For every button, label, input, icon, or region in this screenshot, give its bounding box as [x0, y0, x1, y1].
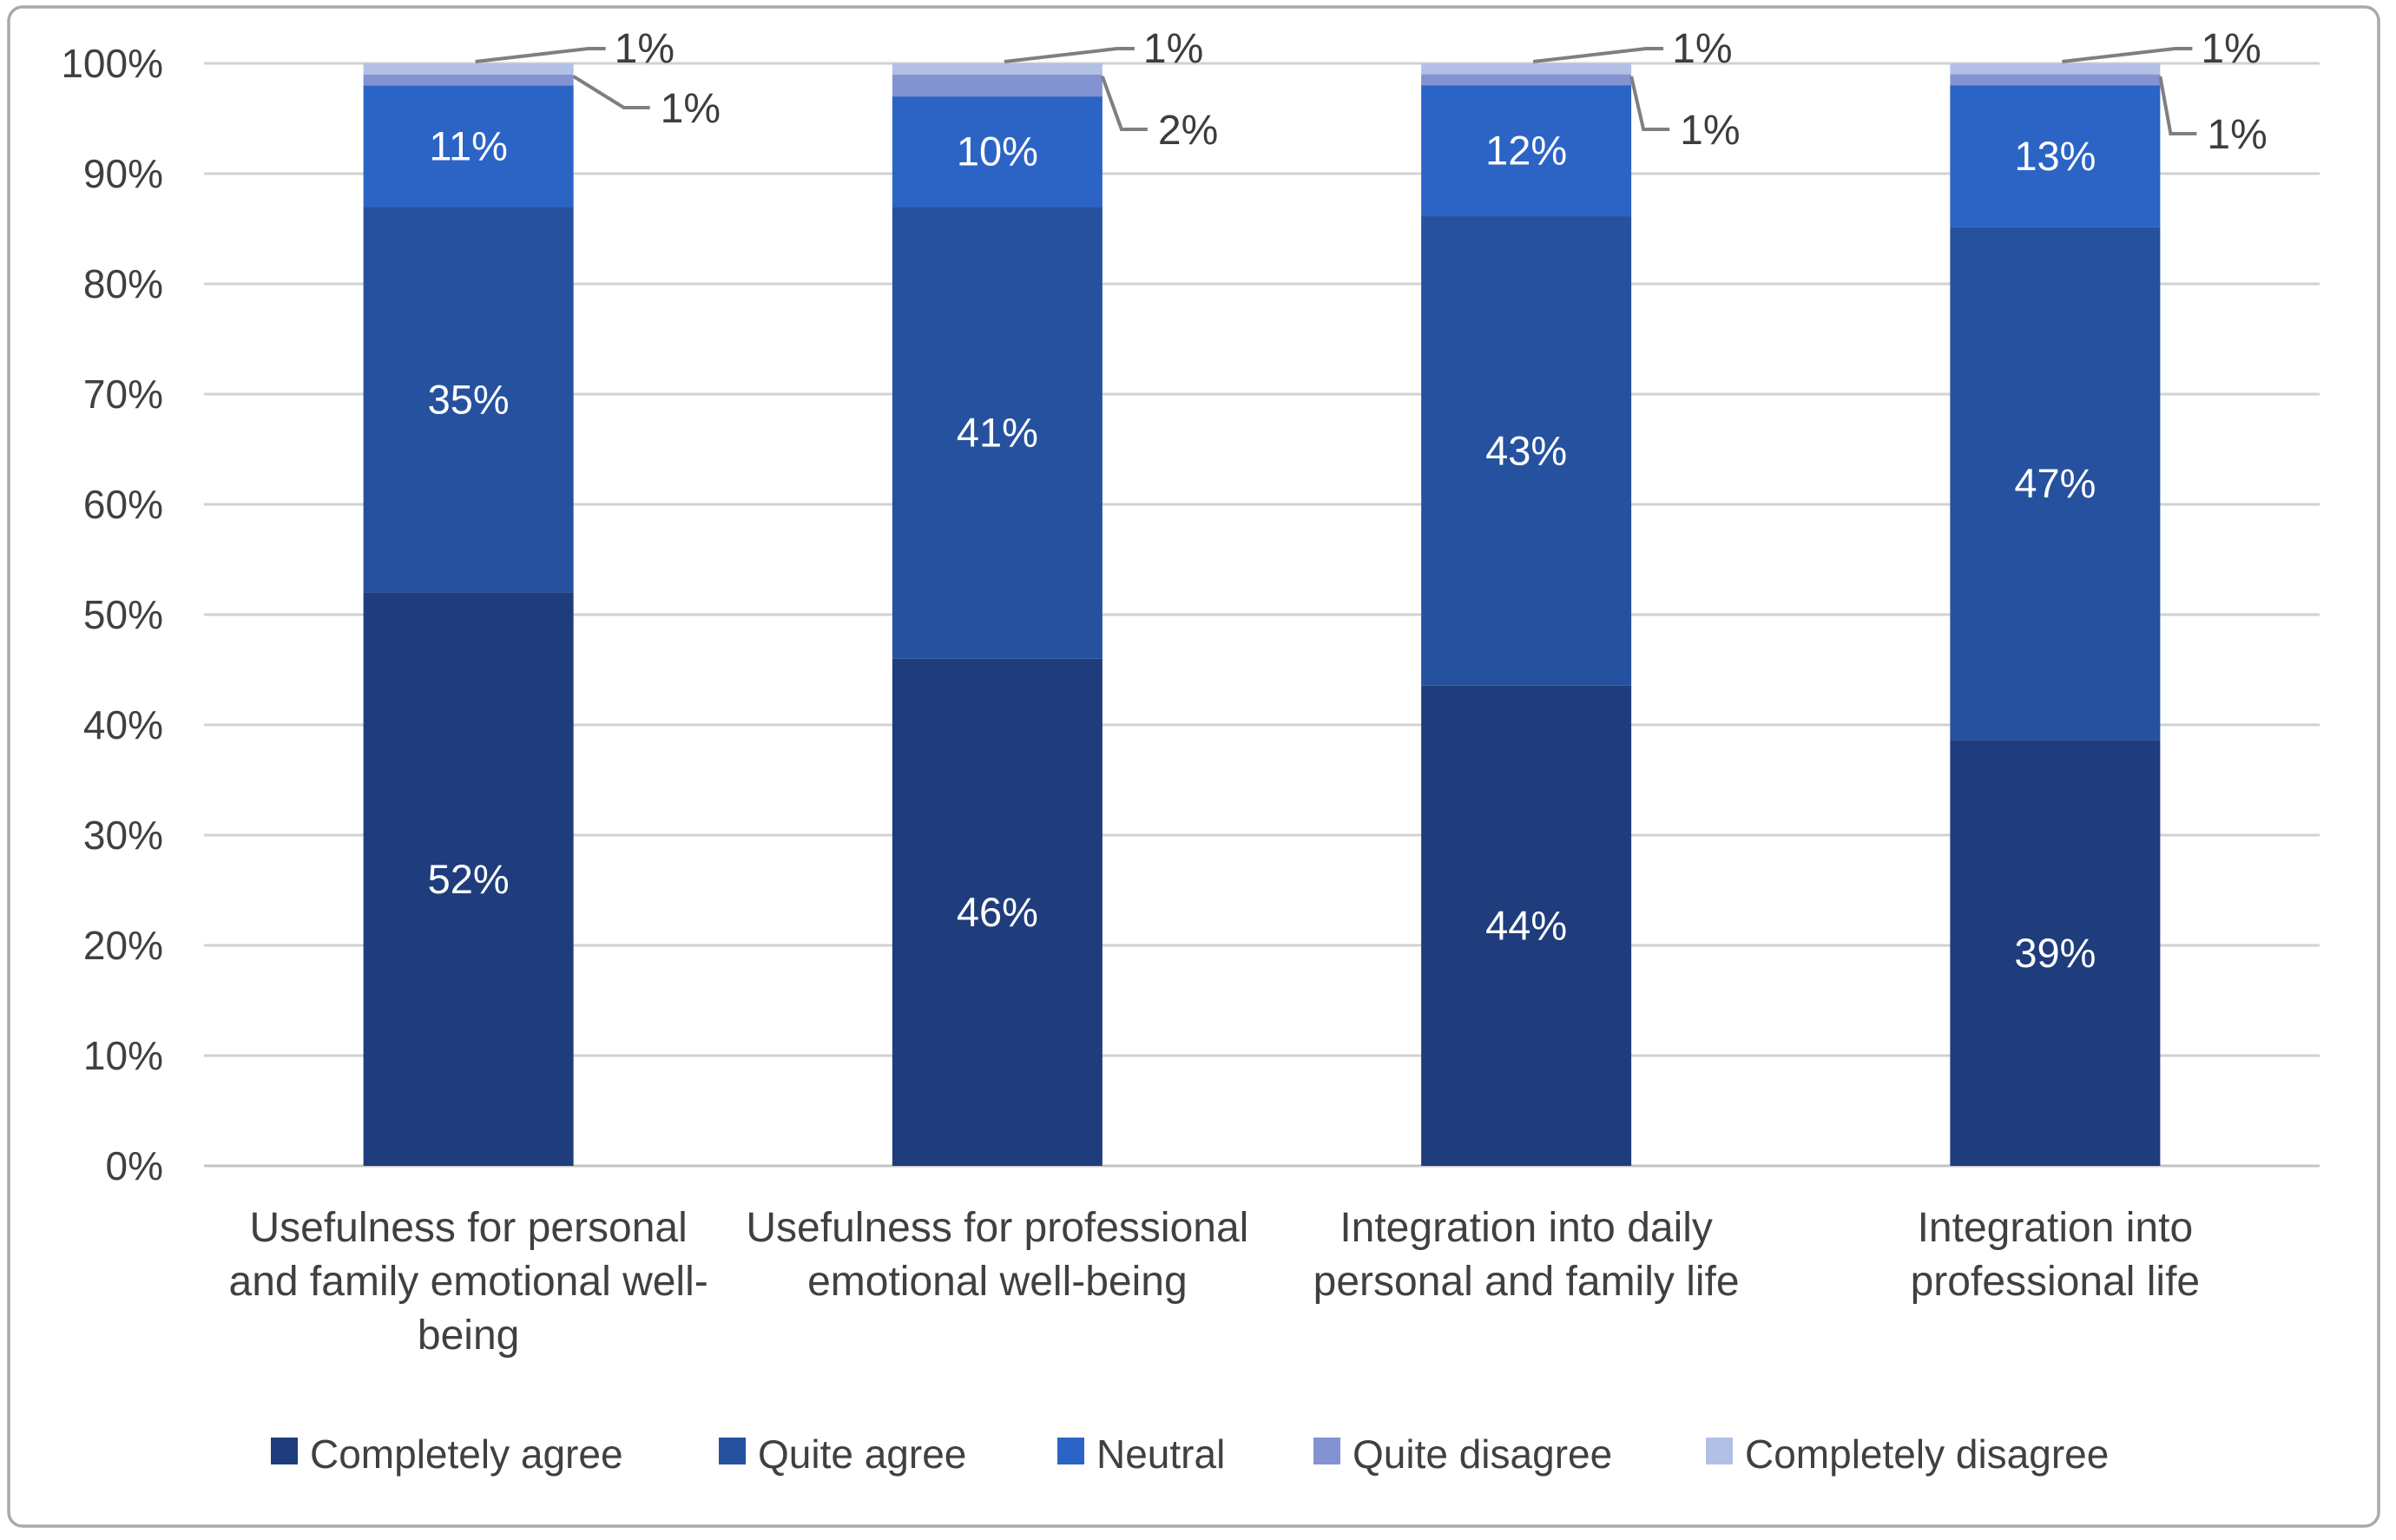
bar-segment-completely-disagree	[363, 63, 574, 75]
callout-label-completely-disagree: 1%	[2201, 26, 2261, 72]
callout-leader-quite-disagree	[2158, 76, 2197, 135]
callout-leader-completely-disagree	[1532, 47, 1664, 63]
callout-label-quite-disagree: 1%	[2207, 112, 2267, 158]
y-axis-tick-label: 70%	[83, 372, 163, 417]
x-axis-category-label: emotional well-being	[807, 1259, 1188, 1305]
bar-segment-completely-disagree	[1421, 63, 1632, 75]
legend-label-completely-agree: Completely agree	[310, 1431, 623, 1477]
x-axis-category-label: Integration into	[1918, 1205, 2194, 1251]
bar-segment-completely-agree	[892, 658, 1103, 1166]
y-axis-tick-label: 90%	[83, 151, 163, 196]
y-axis-tick-label: 60%	[83, 482, 163, 527]
x-axis-category-label: Usefulness for personal	[249, 1205, 687, 1251]
legend-swatch-quite-disagree	[1313, 1438, 1340, 1464]
callout-label-completely-disagree: 1%	[615, 26, 675, 72]
x-axis-category-label: being	[418, 1313, 519, 1359]
bar-data-label: 46%	[957, 889, 1038, 935]
y-axis-tick-label: 10%	[83, 1033, 163, 1078]
legend-swatch-quite-agree	[719, 1438, 746, 1464]
callout-leader-completely-disagree	[2062, 47, 2193, 63]
x-axis-category-label: personal and family life	[1313, 1259, 1740, 1305]
bar-data-label: 11%	[429, 122, 508, 168]
bar-segment-completely-agree	[1421, 685, 1632, 1166]
y-axis-tick-label: 80%	[83, 261, 163, 306]
callout-leader-completely-disagree	[475, 47, 606, 63]
y-axis-tick-label: 30%	[83, 813, 163, 858]
legend-swatch-completely-disagree	[1706, 1438, 1733, 1464]
bar-data-label: 52%	[428, 856, 510, 902]
bar-segment-neutral	[1950, 85, 2161, 227]
callout-leader-quite-disagree	[1629, 76, 1670, 131]
bar-segment-quite-agree	[1950, 227, 2161, 740]
bar-segment-quite-disagree	[1421, 74, 1632, 86]
bar-data-label: 47%	[2014, 460, 2096, 506]
bar-segment-neutral	[363, 85, 574, 207]
x-axis-category-label: Integration into daily	[1340, 1205, 1713, 1251]
y-axis-tick-label: 40%	[83, 702, 163, 747]
callout-label-quite-disagree: 2%	[1158, 108, 1218, 154]
bar-segment-quite-disagree	[363, 74, 574, 86]
bar-segment-quite-agree	[892, 207, 1103, 659]
bar-data-label: 35%	[428, 376, 510, 422]
callout-leader-completely-disagree	[1004, 47, 1135, 63]
bar-segment-quite-disagree	[1950, 74, 2161, 86]
bar-data-label: 41%	[957, 409, 1038, 455]
callout-label-quite-disagree: 1%	[661, 86, 721, 132]
y-axis-tick-label: 0%	[106, 1143, 163, 1188]
y-axis-tick-label: 50%	[83, 592, 163, 637]
bar-segment-completely-disagree	[892, 63, 1103, 75]
bar-data-label: 12%	[1485, 128, 1567, 174]
legend-label-neutral: Neutral	[1096, 1431, 1225, 1477]
legend-swatch-completely-agree	[271, 1438, 298, 1464]
legend-label-quite-agree: Quite agree	[758, 1431, 966, 1477]
legend-label-completely-disagree: Completely disagree	[1745, 1431, 2109, 1477]
y-axis-tick-label: 100%	[61, 41, 163, 86]
bar-segment-quite-disagree	[892, 74, 1103, 97]
bar-segment-quite-agree	[363, 207, 574, 593]
legend-swatch-neutral	[1057, 1438, 1084, 1464]
callout-label-completely-disagree: 1%	[1672, 26, 1732, 72]
bar-segment-completely-disagree	[1950, 63, 2161, 75]
bar-segment-neutral	[1421, 85, 1632, 217]
callout-label-completely-disagree: 1%	[1143, 26, 1203, 72]
bar-data-label: 43%	[1485, 427, 1567, 473]
callout-leader-quite-disagree	[572, 75, 650, 109]
chart-border	[7, 5, 2380, 1528]
bar-segment-neutral	[892, 96, 1103, 207]
bar-data-label: 39%	[2014, 930, 2096, 976]
y-axis-tick-label: 20%	[83, 923, 163, 968]
x-axis-category-label: professional life	[1911, 1259, 2201, 1305]
bar-data-label: 13%	[2014, 133, 2096, 179]
bar-data-label: 10%	[957, 128, 1038, 174]
bar-segment-completely-agree	[1950, 740, 2161, 1166]
x-axis-category-label: and family emotional well-	[229, 1259, 708, 1305]
legend-label-quite-disagree: Quite disagree	[1353, 1431, 1612, 1477]
callout-label-quite-disagree: 1%	[1680, 108, 1740, 154]
x-axis-category-label: Usefulness for professional	[746, 1205, 1248, 1251]
bar-segment-completely-agree	[363, 592, 574, 1166]
callout-leader-quite-disagree	[1100, 76, 1148, 131]
bar-data-label: 44%	[1485, 902, 1567, 948]
bar-segment-quite-agree	[1421, 216, 1632, 686]
